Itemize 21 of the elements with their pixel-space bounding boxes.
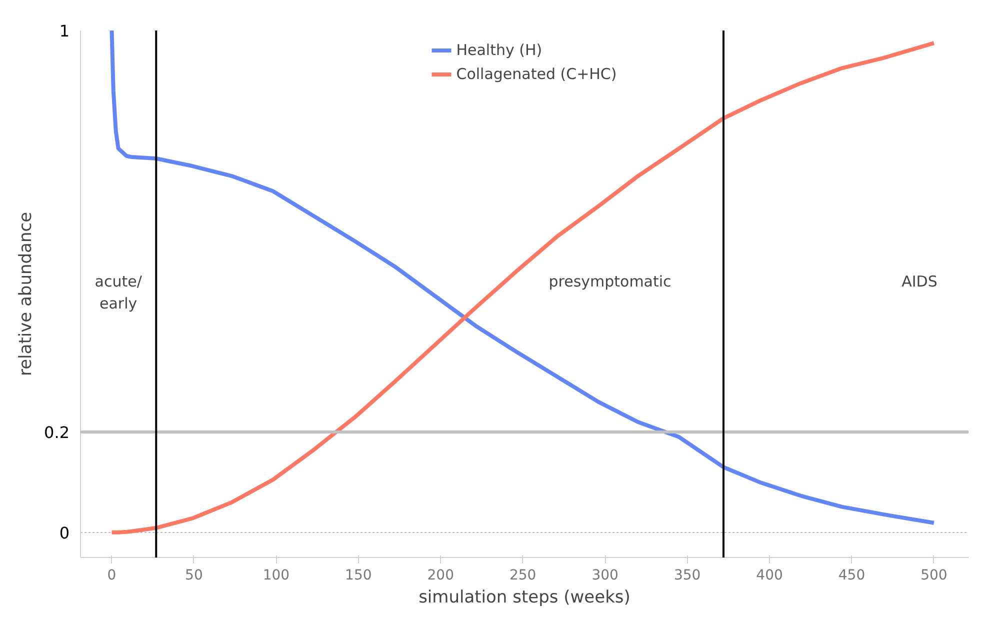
- x-tick-label: 300: [592, 568, 618, 584]
- annotation: AIDS: [902, 272, 938, 290]
- x-tick-label: 350: [674, 568, 701, 584]
- x-tick-label: 400: [756, 568, 783, 584]
- y-tick-label: 0.2: [44, 423, 70, 442]
- x-tick-label: 450: [838, 568, 866, 584]
- legend-label: Healthy (H): [456, 41, 542, 59]
- x-tick-label: 100: [262, 568, 290, 584]
- x-tick-label: 50: [185, 568, 203, 584]
- x-tick-label: 0: [107, 568, 116, 584]
- annotation: presymptomatic: [548, 272, 672, 290]
- x-tick-label: 250: [509, 568, 536, 584]
- annotation: acute/ early: [94, 272, 143, 312]
- x-axis-title: simulation steps (weeks): [418, 588, 630, 608]
- y-tick-label: 1: [59, 22, 70, 40]
- x-tick-label: 200: [427, 568, 454, 584]
- legend-label: Collagenated (C+HC): [456, 65, 617, 83]
- y-axis-title: relative abundance: [16, 212, 36, 376]
- x-tick-label: 500: [920, 568, 948, 584]
- y-tick-label: 0: [59, 523, 70, 542]
- x-tick-label: 150: [345, 568, 372, 584]
